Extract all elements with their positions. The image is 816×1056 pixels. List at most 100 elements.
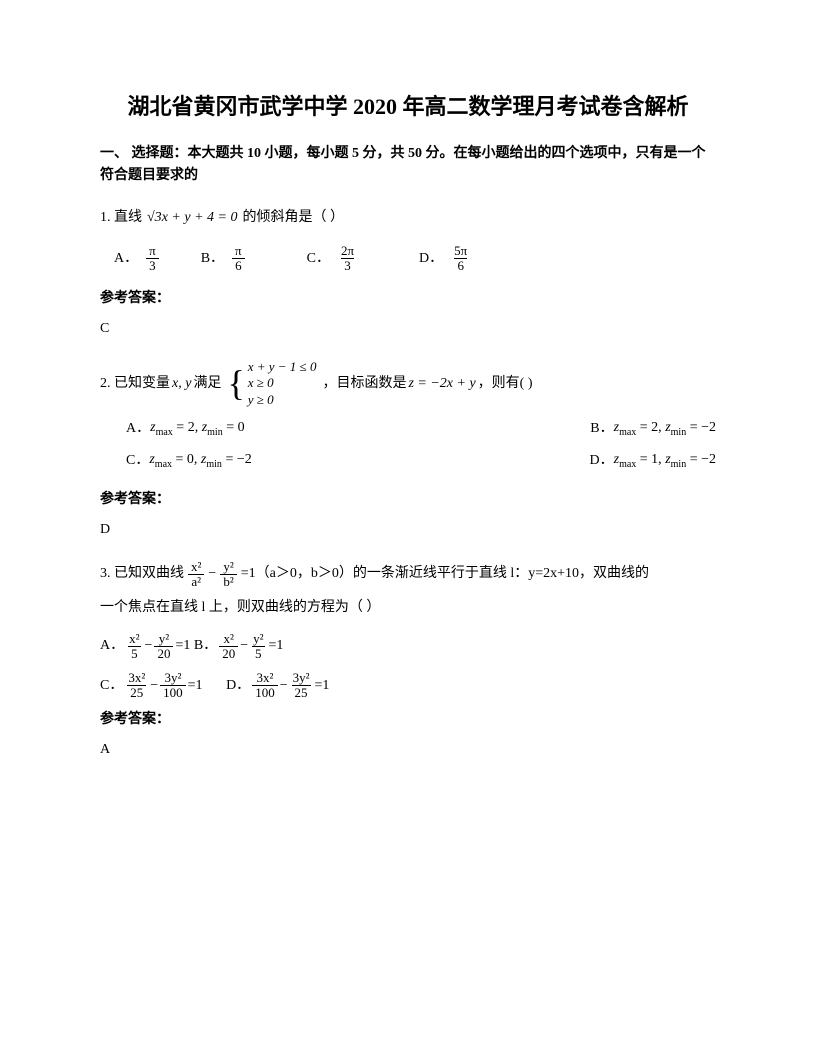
frac-den: 25 (127, 685, 146, 700)
q3-frac2: y² b² (220, 560, 236, 590)
frac-den: 20 (219, 646, 238, 661)
q3-a-frac1: x² 5 (126, 632, 142, 662)
frac-num: 2π (338, 244, 357, 258)
q3-c-frac2: 3y² 100 (160, 671, 186, 701)
q3-option-c: C． 3x² 25 − 3y² 100 =1 (100, 671, 203, 701)
constraint-line: x ≥ 0 (248, 375, 317, 392)
opt-label: D． (226, 675, 250, 697)
q1-equation: √3x + y + 4 = 0 (144, 206, 240, 230)
q2-stem: 2. 已知变量 x, y 满足 { x + y − 1 ≤ 0 x ≥ 0 y … (100, 359, 716, 410)
q2-option-a: A． zmax = 2, zmin = 0 (126, 417, 245, 441)
opt-text: zmax = 1, zmin = −2 (614, 449, 716, 473)
question-2: 2. 已知变量 x, y 满足 { x + y − 1 ≤ 0 x ≥ 0 y … (100, 359, 716, 542)
q1-options: A． π 3 B． π 6 C． 2π 3 D． 5π 6 (100, 244, 716, 274)
q1-opt-d-frac: 5π 6 (451, 244, 470, 274)
constraint-line: x + y − 1 ≤ 0 (248, 359, 317, 376)
page-title: 湖北省黄冈市武学中学 2020 年高二数学理月考试卷含解析 (100, 90, 716, 123)
q3-eq-tail: =1（a＞0，b＞0）的一条渐近线平行于直线 l：y=2x+10，双曲线的 (241, 563, 649, 585)
frac-num: x² (188, 560, 204, 574)
opt-tail: =1 (269, 635, 284, 657)
q1-opt-d-label: D． (419, 248, 443, 270)
opt-label: C． (126, 450, 149, 472)
minus-sign: − (280, 675, 288, 697)
minus-sign: − (150, 675, 158, 697)
question-3: 3. 已知双曲线 x² a² − y² b² =1（a＞0，b＞0）的一条渐近线… (100, 560, 716, 762)
q1-opt-c-label: C． (307, 248, 330, 270)
question-1: 1. 直线 √3x + y + 4 = 0 的倾斜角是（ ） A． π 3 B．… (100, 206, 716, 341)
frac-num: x² (126, 632, 142, 646)
frac-den: 6 (232, 258, 245, 273)
frac-den: 5 (128, 646, 141, 661)
frac-num: 3y² (161, 671, 184, 685)
opt-label: B． (590, 418, 613, 440)
q1-opt-a-frac: π 3 (146, 244, 159, 274)
frac-num: y² (250, 632, 266, 646)
q1-answer: C (100, 318, 716, 340)
opt-text: zmax = 2, zmin = −2 (614, 417, 716, 441)
opt-tail: =1 (175, 635, 190, 657)
q2-objective: z = −2x + y (408, 373, 475, 395)
frac-den: 6 (454, 258, 467, 273)
frac-num: y² (156, 632, 172, 646)
minus-sign: − (208, 563, 216, 585)
frac-den: 5 (252, 646, 265, 661)
constraint-lines: x + y − 1 ≤ 0 x ≥ 0 y ≥ 0 (248, 359, 317, 410)
q3-answer: A (100, 739, 716, 761)
q1-opt-c-frac: 2π 3 (338, 244, 357, 274)
q3-b-frac2: y² 5 (250, 632, 266, 662)
frac-den: 3 (341, 258, 354, 273)
opt-tail: =1 (188, 675, 203, 697)
q1-prefix: 1. 直线 (100, 207, 142, 229)
frac-den: b² (220, 574, 236, 589)
frac-den: 3 (146, 258, 159, 273)
q2-option-c: C． zmax = 0, zmin = −2 (126, 449, 252, 473)
frac-num: 5π (451, 244, 470, 258)
q2-answer-label: 参考答案： (100, 489, 716, 511)
q3-options-row1: A． x² 5 − y² 20 =1 B． x² 20 − y² 5 (100, 632, 716, 662)
q3-stem-line2: 一个焦点在直线 l 上，则双曲线的方程为（ ） (100, 597, 716, 619)
q2-answer: D (100, 519, 716, 541)
q3-d-frac1: 3x² 100 (252, 671, 278, 701)
q3-stem-line1: 3. 已知双曲线 x² a² − y² b² =1（a＞0，b＞0）的一条渐近线… (100, 560, 716, 590)
q1-stem: 1. 直线 √3x + y + 4 = 0 的倾斜角是（ ） (100, 206, 716, 230)
q1-option-b: B． π 6 (201, 244, 247, 274)
minus-sign: − (240, 635, 248, 657)
q1-option-d: D． 5π 6 (419, 244, 472, 274)
minus-sign: − (145, 635, 153, 657)
frac-num: 3x² (125, 671, 148, 685)
q1-option-a: A． π 3 (114, 244, 161, 274)
frac-den: 100 (252, 685, 278, 700)
q1-opt-a-label: A． (114, 248, 138, 270)
frac-den: 25 (292, 685, 311, 700)
opt-label: A． (126, 418, 150, 440)
q1-option-c: C． 2π 3 (307, 244, 359, 274)
q3-c-frac1: 3x² 25 (125, 671, 148, 701)
opt-label: D． (589, 450, 613, 472)
q2-mid2: ，目标函数是 (322, 373, 406, 395)
q2-constraints: { x + y − 1 ≤ 0 x ≥ 0 y ≥ 0 (227, 359, 316, 410)
frac-den: a² (188, 574, 204, 589)
q1-opt-b-frac: π 6 (232, 244, 245, 274)
q2-prefix: 2. 已知变量 (100, 373, 170, 395)
q3-options-row2: C． 3x² 25 − 3y² 100 =1 D． 3x² 100 − 3y² … (100, 671, 716, 701)
frac-den: 20 (154, 646, 173, 661)
q2-options: A． zmax = 2, zmin = 0 B． zmax = 2, zmin … (100, 417, 716, 481)
frac-num: x² (220, 632, 236, 646)
q2-vars: x, y (172, 373, 191, 395)
q1-suffix: 的倾斜角是（ ） (242, 207, 344, 229)
constraint-line: y ≥ 0 (248, 392, 317, 409)
opt-label: B． (194, 635, 217, 657)
q2-option-b: B． zmax = 2, zmin = −2 (590, 417, 716, 441)
opt-tail: =1 (315, 675, 330, 697)
q3-option-d: D． 3x² 100 − 3y² 25 =1 (226, 671, 329, 701)
q3-a-frac2: y² 20 (154, 632, 173, 662)
opt-label: C． (100, 675, 123, 697)
q2-mid1: 满足 (193, 373, 221, 395)
section-header: 一、 选择题：本大题共 10 小题，每小题 5 分，共 50 分。在每小题给出的… (100, 143, 716, 188)
q3-b-frac1: x² 20 (219, 632, 238, 662)
q2-options-row1: A． zmax = 2, zmin = 0 B． zmax = 2, zmin … (126, 417, 716, 441)
q2-options-row2: C． zmax = 0, zmin = −2 D． zmax = 1, zmin… (126, 449, 716, 473)
opt-text: zmax = 2, zmin = 0 (150, 417, 245, 441)
q3-answer-label: 参考答案： (100, 709, 716, 731)
frac-num: π (232, 244, 245, 258)
